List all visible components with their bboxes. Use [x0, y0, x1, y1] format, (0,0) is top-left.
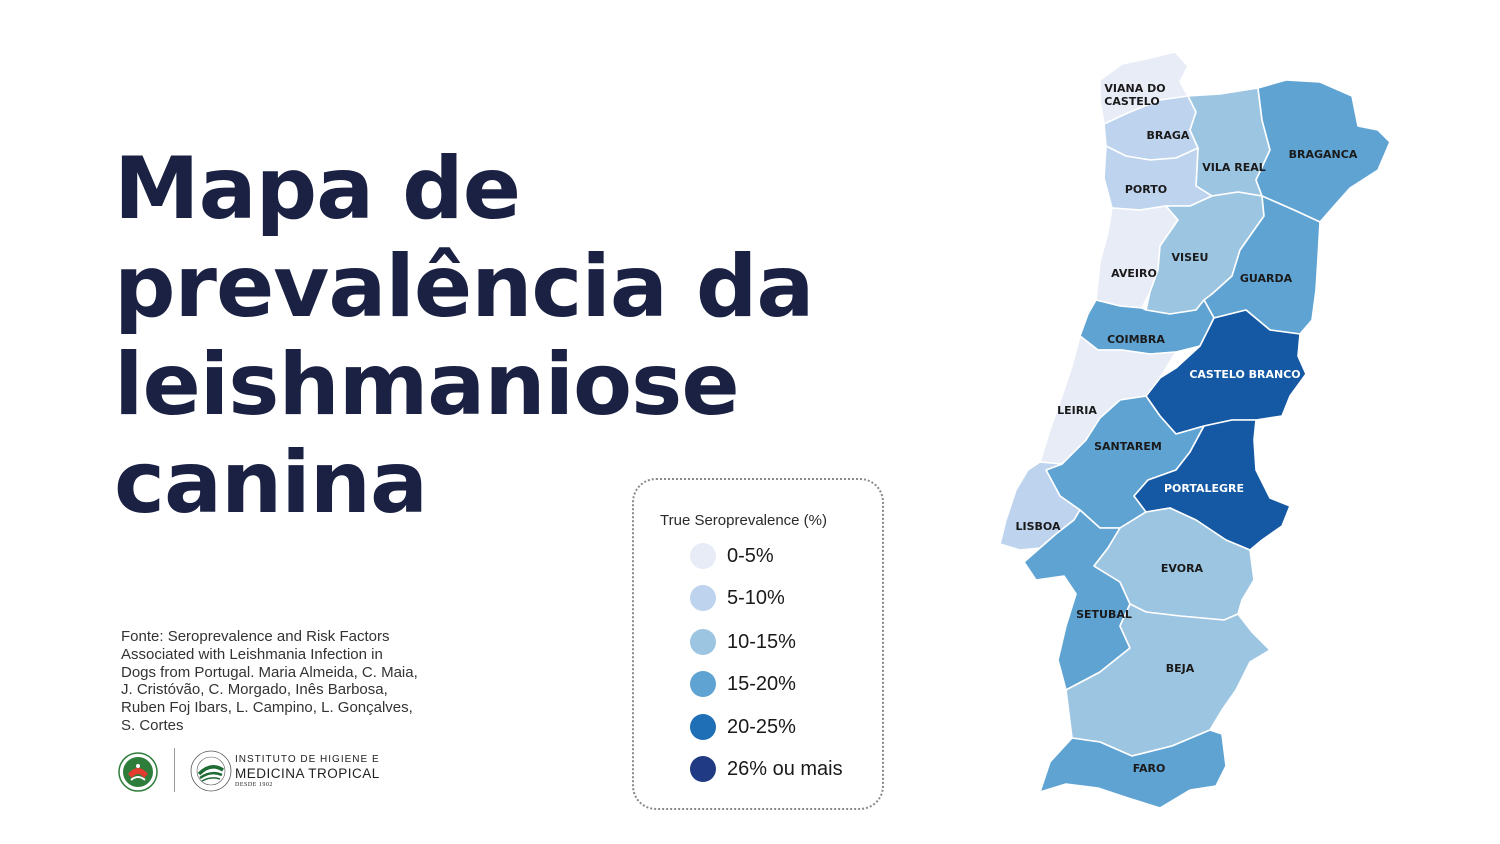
ihmt-seal-icon: [190, 750, 232, 792]
region-label: LEIRIA: [1057, 404, 1097, 417]
region-label: EVORA: [1161, 562, 1204, 575]
portugal-district-map: VIANA DO CASTELO BRAGA VILA REAL BRAGANC…: [990, 48, 1400, 818]
legend-label: 15-20%: [727, 672, 796, 695]
region-label: SANTAREM: [1094, 440, 1162, 453]
region-label: LISBOA: [1016, 520, 1061, 533]
legend-label: 0-5%: [727, 544, 774, 567]
legend-swatch: [690, 543, 716, 569]
title-line-1: Mapa de: [114, 139, 521, 239]
nova-university-seal-icon: [118, 752, 158, 792]
legend-swatch: [690, 756, 716, 782]
ihmt-line-2: MEDICINA TROPICAL: [235, 766, 380, 781]
title-line-3: leishmaniose: [114, 335, 740, 435]
legend-item: 26% ou mais: [690, 755, 843, 783]
title-line-2: prevalência da: [114, 237, 814, 337]
legend-item: 0-5%: [690, 542, 774, 570]
region-label: BRAGA: [1147, 129, 1190, 142]
region-beja: [1065, 603, 1271, 757]
region-label: FARO: [1133, 762, 1166, 775]
portugal-map-svg: VIANA DO CASTELO BRAGA VILA REAL BRAGANC…: [999, 51, 1391, 809]
legend-swatch: [690, 671, 716, 697]
region-label: SETUBAL: [1076, 608, 1132, 621]
region-label: VIANA DO: [1104, 82, 1165, 95]
region-viana-do-castelo: [1099, 51, 1189, 125]
legend-label: 20-25%: [727, 715, 796, 738]
ihmt-line-3: DESDE 1902: [235, 782, 273, 788]
ihmt-wordmark: INSTITUTO DE HIGIENE E MEDICINA TROPICAL…: [235, 754, 380, 788]
region-label: BEJA: [1166, 662, 1195, 675]
legend-item: 15-20%: [690, 670, 796, 698]
region-label: AVEIRO: [1111, 267, 1157, 280]
region-label: CASTELO: [1104, 95, 1160, 108]
institution-logos: INSTITUTO DE HIGIENE E MEDICINA TROPICAL…: [118, 748, 408, 794]
legend-item: 10-15%: [690, 628, 796, 656]
region-label: CASTELO BRANCO: [1189, 368, 1300, 381]
region-label: COIMBRA: [1107, 333, 1165, 346]
region-label: PORTALEGRE: [1164, 482, 1244, 495]
region-label: VILA REAL: [1202, 161, 1265, 174]
region-label: BRAGANCA: [1289, 148, 1358, 161]
page-title: Mapa de prevalência da leishmaniose cani…: [114, 140, 874, 532]
legend-swatch: [690, 629, 716, 655]
title-line-4: canina: [114, 433, 428, 533]
legend-item: 5-10%: [690, 584, 785, 612]
region-faro: [1039, 729, 1227, 809]
legend-label: 10-15%: [727, 630, 796, 653]
region-label: VISEU: [1172, 251, 1209, 264]
logo-divider: [174, 748, 175, 792]
region-braganca: [1255, 79, 1391, 223]
legend-swatch: [690, 714, 716, 740]
region-label: PORTO: [1125, 183, 1167, 196]
legend-label: 26% ou mais: [727, 757, 843, 780]
region-label: GUARDA: [1240, 272, 1293, 285]
legend-item: 20-25%: [690, 713, 796, 741]
source-citation: Fonte: Seroprevalence and Risk Factors A…: [121, 628, 418, 734]
legend-title: True Seroprevalence (%): [660, 512, 828, 529]
ihmt-line-1: INSTITUTO DE HIGIENE E: [235, 754, 380, 765]
legend-label: 5-10%: [727, 586, 785, 609]
map-legend: True Seroprevalence (%) 0-5% 5-10% 10-15…: [632, 478, 884, 810]
legend-swatch: [690, 585, 716, 611]
